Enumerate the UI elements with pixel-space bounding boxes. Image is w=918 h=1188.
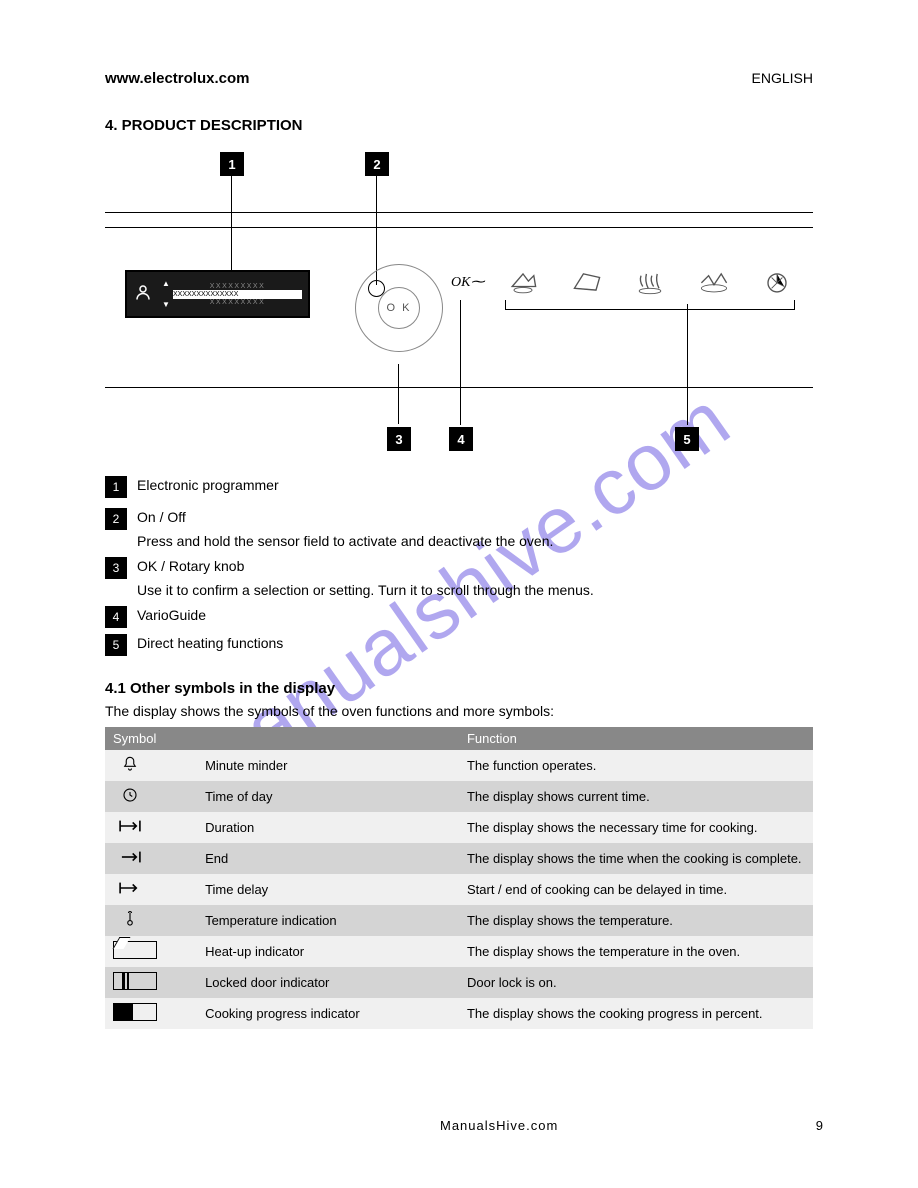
symbol-label: Heat-up indicator bbox=[197, 936, 459, 967]
callout-2: 2 bbox=[365, 152, 389, 176]
header-lang: ENGLISH bbox=[752, 70, 813, 86]
symbol-icon bbox=[105, 998, 197, 1029]
legend-text: Direct heating functions bbox=[127, 634, 283, 656]
legend-item: 5 Direct heating functions bbox=[105, 634, 813, 656]
table-row: Time delayStart / end of cooking can be … bbox=[105, 874, 813, 905]
legend-item: 2 On / Off bbox=[105, 508, 813, 530]
symbol-function: The display shows the cooking progress i… bbox=[459, 998, 813, 1029]
arrow-icons: ▲▼ bbox=[159, 279, 173, 309]
legend-text: Electronic programmer bbox=[127, 476, 279, 498]
symbol-label: Time of day bbox=[197, 781, 459, 812]
table-row: DurationThe display shows the necessary … bbox=[105, 812, 813, 843]
legend-num: 3 bbox=[105, 557, 127, 579]
page-number: 9 bbox=[816, 1118, 823, 1133]
symbol-label: Duration bbox=[197, 812, 459, 843]
symbol-icon bbox=[105, 936, 197, 967]
legend-note: Use it to confirm a selection or setting… bbox=[137, 581, 813, 600]
function-icon bbox=[569, 268, 605, 296]
page-content: www.electrolux.com ENGLISH 4. PRODUCT DE… bbox=[105, 70, 813, 1029]
callout-lead bbox=[460, 300, 461, 425]
symbol-function: The display shows the temperature. bbox=[459, 905, 813, 936]
symbols-table: Symbol Function Minute minderThe functio… bbox=[105, 727, 813, 1029]
callout-lead bbox=[376, 176, 377, 282]
legend-item: 4 VarioGuide bbox=[105, 606, 813, 628]
legend-text: OK / Rotary knob bbox=[127, 557, 244, 579]
symbols-title: 4.1 Other symbols in the display bbox=[105, 680, 813, 697]
symbol-label: Time delay bbox=[197, 874, 459, 905]
symbol-label: End bbox=[197, 843, 459, 874]
page-header: www.electrolux.com ENGLISH bbox=[105, 70, 813, 87]
symbol-icon bbox=[105, 781, 197, 812]
callout-5: 5 bbox=[675, 427, 699, 451]
divider bbox=[105, 227, 813, 228]
symbol-icon bbox=[105, 874, 197, 905]
header-site: www.electrolux.com bbox=[105, 70, 250, 87]
legend-item: 3 OK / Rotary knob bbox=[105, 557, 813, 579]
function-icon bbox=[759, 268, 795, 296]
legend-num: 5 bbox=[105, 634, 127, 656]
function-icon bbox=[632, 268, 668, 296]
symbol-icon bbox=[105, 905, 197, 936]
footer-site: ManualsHive.com bbox=[440, 1118, 558, 1133]
function-icon bbox=[696, 268, 732, 296]
symbol-function: The display shows the necessary time for… bbox=[459, 812, 813, 843]
legend-note: Press and hold the sensor field to activ… bbox=[137, 532, 813, 551]
divider bbox=[105, 387, 813, 388]
symbol-icon bbox=[105, 750, 197, 781]
table-row: Temperature indicationThe display shows … bbox=[105, 905, 813, 936]
symbol-icon bbox=[105, 843, 197, 874]
legend-num: 2 bbox=[105, 508, 127, 530]
legend-num: 4 bbox=[105, 606, 127, 628]
electronic-programmer: ▲▼ XXXXXXXXX XXXXXXXXXXXXXX XXXXXXXXX bbox=[125, 270, 310, 318]
control-panel-diagram: 1 2 ▲▼ XXXXXXXXX XXXXXXXXXXXXXX XXXXXXXX… bbox=[105, 152, 813, 472]
legend-text: VarioGuide bbox=[127, 606, 206, 628]
user-icon bbox=[127, 283, 159, 306]
table-row: EndThe display shows the time when the c… bbox=[105, 843, 813, 874]
callout-lead bbox=[231, 176, 232, 272]
symbol-function: The display shows the temperature in the… bbox=[459, 936, 813, 967]
symbol-label: Temperature indication bbox=[197, 905, 459, 936]
symbol-icon bbox=[105, 812, 197, 843]
divider bbox=[105, 212, 813, 213]
table-row: Heat-up indicatorThe display shows the t… bbox=[105, 936, 813, 967]
table-row: Cooking progress indicatorThe display sh… bbox=[105, 998, 813, 1029]
varioguide-icon: ΟΚ⁓ bbox=[451, 274, 484, 291]
display-lines: XXXXXXXXX XXXXXXXXXXXXXX XXXXXXXXX bbox=[173, 283, 308, 306]
symbol-function: The function operates. bbox=[459, 750, 813, 781]
callout-3: 3 bbox=[387, 427, 411, 451]
symbols-intro: The display shows the symbols of the ove… bbox=[105, 703, 813, 719]
callout-lead bbox=[687, 304, 688, 425]
table-header: Function bbox=[459, 727, 813, 750]
callout-4: 4 bbox=[449, 427, 473, 451]
legend-text: On / Off bbox=[127, 508, 186, 530]
legend-list: 1 Electronic programmer 2 On / Off Press… bbox=[105, 476, 813, 656]
ok-button: O K bbox=[378, 287, 420, 329]
table-row: Locked door indicatorDoor lock is on. bbox=[105, 967, 813, 998]
heating-function-icons bbox=[505, 268, 795, 296]
callout-1: 1 bbox=[220, 152, 244, 176]
symbol-icon bbox=[105, 967, 197, 998]
symbol-label: Locked door indicator bbox=[197, 967, 459, 998]
symbol-function: Door lock is on. bbox=[459, 967, 813, 998]
bracket bbox=[505, 300, 795, 310]
table-header: Symbol bbox=[105, 727, 459, 750]
symbol-label: Cooking progress indicator bbox=[197, 998, 459, 1029]
legend-item: 1 Electronic programmer bbox=[105, 476, 813, 498]
symbol-label: Minute minder bbox=[197, 750, 459, 781]
function-icon bbox=[505, 268, 541, 296]
table-row: Minute minderThe function operates. bbox=[105, 750, 813, 781]
callout-lead bbox=[398, 364, 399, 424]
symbol-function: The display shows current time. bbox=[459, 781, 813, 812]
symbol-function: Start / end of cooking can be delayed in… bbox=[459, 874, 813, 905]
legend-num: 1 bbox=[105, 476, 127, 498]
table-row: Time of dayThe display shows current tim… bbox=[105, 781, 813, 812]
symbol-function: The display shows the time when the cook… bbox=[459, 843, 813, 874]
section-title: 4. PRODUCT DESCRIPTION bbox=[105, 117, 813, 134]
